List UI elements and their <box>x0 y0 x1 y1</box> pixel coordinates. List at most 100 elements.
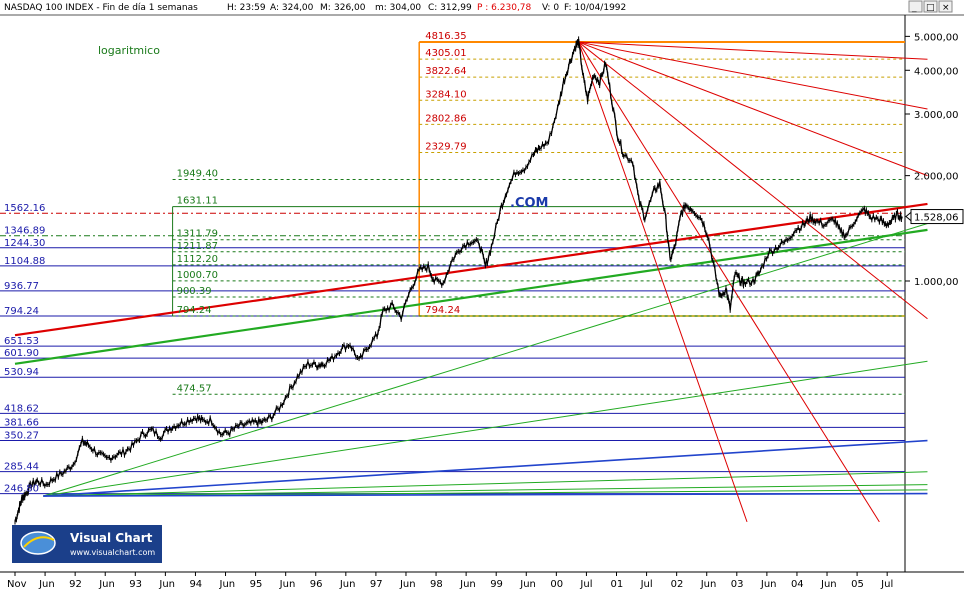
level-label-8: 530.94 <box>4 367 39 378</box>
com-annotation: .COM <box>510 196 548 211</box>
level-label-13: 246.80 <box>4 484 39 495</box>
fib-high-label-4: 2802.86 <box>425 113 466 124</box>
green-fan-line-4 <box>43 484 928 497</box>
minimize-icon: _ <box>911 3 917 13</box>
y-tick-label-1: 2.000,00 <box>914 172 959 183</box>
scale-label: logaritmico <box>98 44 160 57</box>
x-tick-label-6: 94 <box>189 579 202 590</box>
x-tick-label-11: Jun <box>339 579 356 590</box>
x-tick-label-8: 95 <box>250 579 263 590</box>
level-label-6: 651.53 <box>4 336 39 347</box>
y-tick-label-2: 3.000,00 <box>914 110 959 121</box>
red-fan-line-4 <box>578 41 880 523</box>
x-tick-label-17: Jun <box>519 579 536 590</box>
x-tick-label-21: Jul <box>640 579 653 590</box>
price-layer <box>14 36 903 525</box>
header-last: P : 6.230,78 <box>477 3 532 13</box>
x-tick-label-0: Nov <box>7 579 27 590</box>
red-trend-line <box>14 202 928 337</box>
x-tick-label-19: Jul <box>579 579 592 590</box>
x-tick-label-13: Jun <box>399 579 416 590</box>
level-label-4: 936.77 <box>4 281 39 292</box>
header-max-label: M: <box>320 3 331 13</box>
level-label-9: 418.62 <box>4 403 39 414</box>
x-tick-label-18: 00 <box>550 579 563 590</box>
watermark: Visual Chart www.visualchart.com <box>12 525 162 563</box>
green-trend-line <box>14 228 928 365</box>
x-tick-label-28: 05 <box>851 579 864 590</box>
green-fan-line-1 <box>43 360 928 497</box>
red-fan-line-0 <box>578 41 928 60</box>
level-label-7: 601.90 <box>4 348 39 359</box>
header-time: H: 23:59 <box>227 3 266 13</box>
fib-low-label-4: 1112.20 <box>177 254 218 265</box>
x-tick-label-23: Jun <box>700 579 717 590</box>
green-fan-line-2 <box>43 439 928 497</box>
close-icon: × <box>942 3 950 13</box>
axes-layer: 1.000,00 2.000,00 3.000,00 4.000,00 5.000,00… <box>7 32 959 590</box>
logo-icon <box>20 531 56 555</box>
last-price-tag: 1.528,06 <box>905 209 964 225</box>
level-label-1: 1346.89 <box>4 226 45 237</box>
header-close: C: 312,99 <box>428 3 472 13</box>
fib-high-label-1: 4305.01 <box>425 48 466 59</box>
fib-low-label-3: 1211.87 <box>177 241 218 252</box>
y-tick-label-0: 1.000,00 <box>914 277 959 288</box>
red-fan-line-3 <box>578 41 928 320</box>
level-label-10: 381.66 <box>4 417 39 428</box>
close-button[interactable] <box>938 0 953 13</box>
x-tick-label-14: 98 <box>430 579 443 590</box>
level-label-3: 1104.88 <box>4 256 45 267</box>
fib-low-label-6: 900.39 <box>177 286 212 297</box>
header-symbol: NASDAQ 100 INDEX - Fin de día 1 semanas <box>4 3 198 13</box>
minimize-button[interactable] <box>908 0 923 13</box>
green-fan-line-6 <box>43 492 928 497</box>
header-date: F: 10/04/1992 <box>564 3 626 13</box>
y-tick-label-3: 4.000,00 <box>914 66 959 77</box>
x-tick-label-29: Jul <box>880 579 893 590</box>
last-price-box <box>910 209 964 225</box>
fib-low-label-1: 1631.11 <box>177 196 218 207</box>
green-fan-line-0 <box>43 222 928 497</box>
fib-low-label-0: 1949.40 <box>177 169 218 180</box>
x-tick-label-26: 04 <box>791 579 804 590</box>
level-label-11: 350.27 <box>4 430 39 441</box>
x-tick-label-3: Jun <box>98 579 115 590</box>
fib-frame-bottom-label: 794.24 <box>425 305 460 316</box>
level-label-12: 285.44 <box>4 462 39 473</box>
watermark-url: www.visualchart.com <box>70 548 155 557</box>
fib-high-label-2: 3822.64 <box>425 66 466 77</box>
last-price-value: 1.528,06 <box>914 213 959 224</box>
x-tick-label-16: 99 <box>490 579 503 590</box>
x-tick-label-24: 03 <box>731 579 744 590</box>
header-bar <box>0 0 964 13</box>
maximize-button[interactable] <box>923 0 938 13</box>
fib-high-label-3: 3284.10 <box>425 89 466 100</box>
maximize-icon: □ <box>926 3 935 13</box>
green-fan-line-3 <box>43 471 928 497</box>
fib-low-label-7: 794.24 <box>177 305 212 316</box>
fans-layer <box>14 41 928 523</box>
red-fan-line-1 <box>578 41 928 110</box>
fib-low-label-8: 474.57 <box>177 383 212 394</box>
x-tick-label-2: 92 <box>69 579 82 590</box>
level-label-0: 1562.16 <box>4 203 45 214</box>
x-tick-label-15: Jun <box>459 579 476 590</box>
fib-low-label-5: 1000.70 <box>177 270 218 281</box>
watermark-title: Visual Chart <box>70 531 153 545</box>
x-tick-label-7: Jun <box>219 579 236 590</box>
red-fan-line-2 <box>578 41 928 177</box>
fib-low-label-2: 1311.79 <box>177 229 218 240</box>
x-tick-label-20: 01 <box>611 579 624 590</box>
x-tick-label-1: Jun <box>38 579 55 590</box>
x-tick-label-22: 02 <box>671 579 684 590</box>
x-tick-label-25: Jun <box>760 579 777 590</box>
y-tick-label-4: 5.000,00 <box>914 32 959 43</box>
x-tick-label-10: 96 <box>310 579 323 590</box>
x-tick-label-4: 93 <box>129 579 142 590</box>
header-min: m: 304,00 <box>375 3 421 13</box>
x-tick-label-12: 97 <box>370 579 383 590</box>
fib-high-label-0: 4816.35 <box>425 31 466 42</box>
x-tick-label-5: Jun <box>158 579 175 590</box>
